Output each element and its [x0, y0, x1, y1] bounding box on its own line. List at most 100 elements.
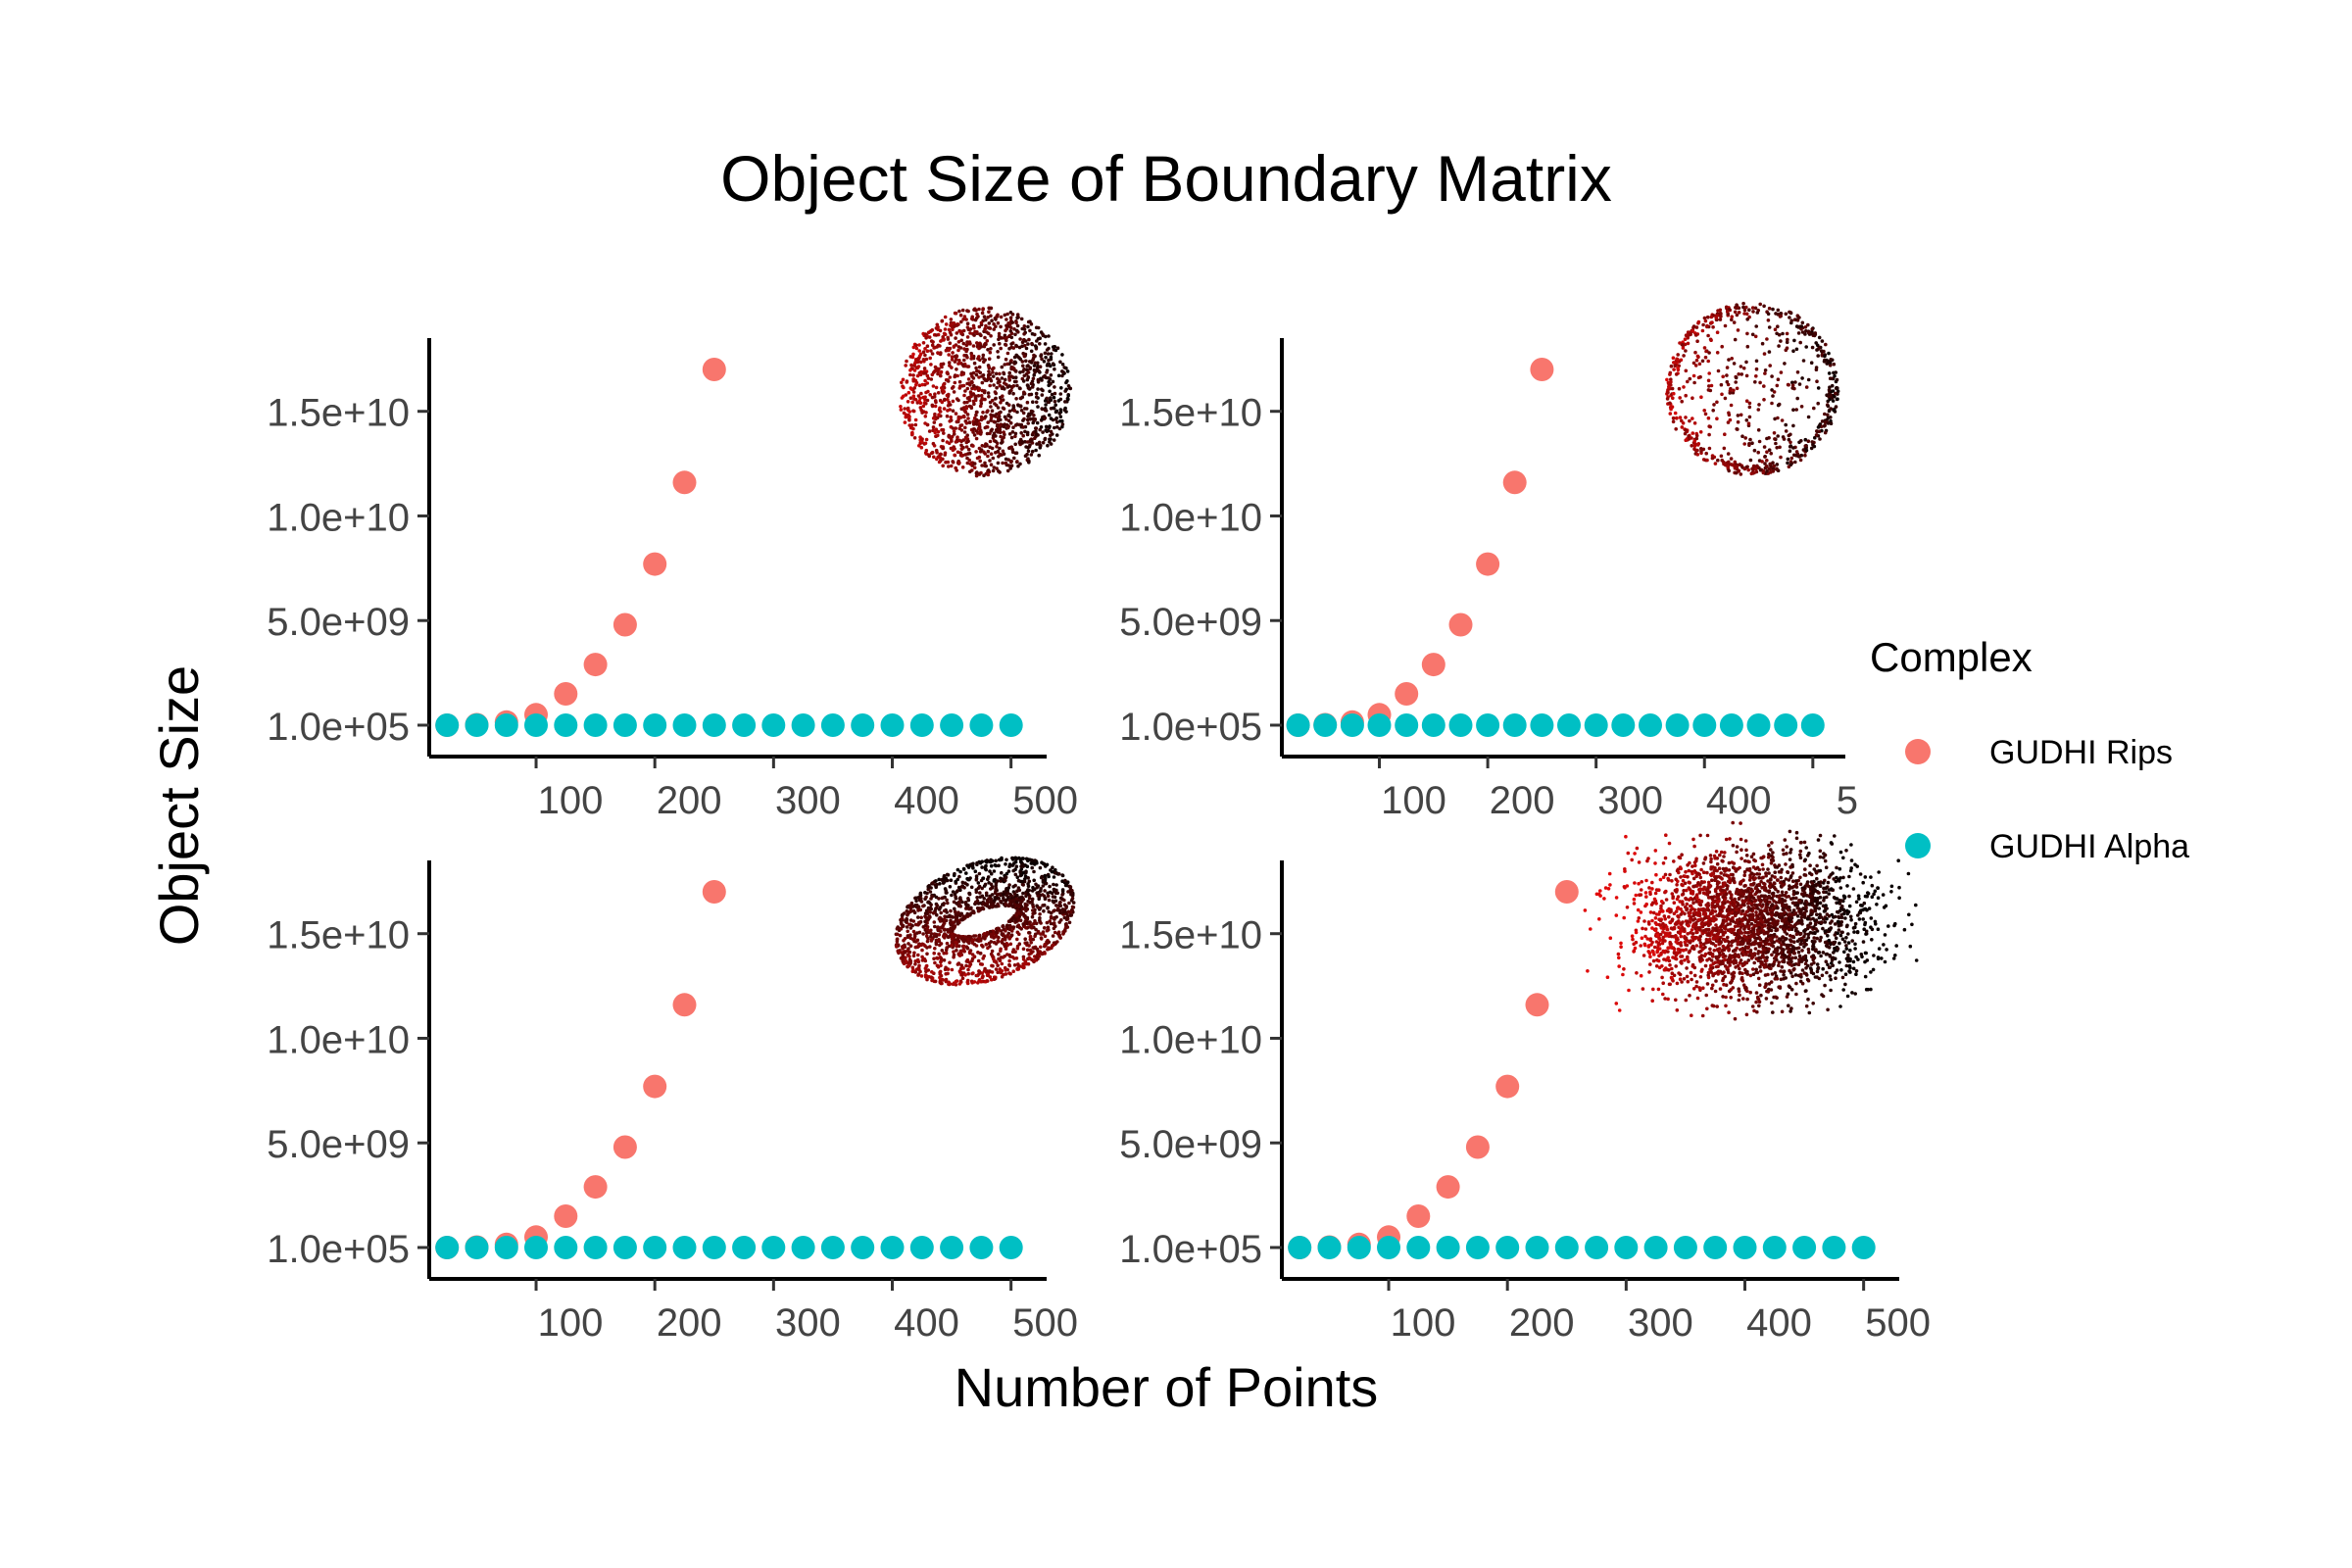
data-point-gudhi-rips [1436, 1175, 1460, 1200]
data-point-gudhi-alpha [1395, 713, 1419, 737]
data-point-gudhi-alpha [612, 1236, 637, 1259]
data-point-gudhi-alpha [643, 1236, 667, 1259]
legend: Complex GUDHI Rips GUDHI Alpha [1870, 634, 2189, 865]
x-tick-label: 200 [657, 1301, 722, 1345]
data-point-gudhi-alpha [999, 1236, 1023, 1259]
facet-panel-sphere-sparse: 1.0e+05 5.0e+09 1.0e+10 1.5e+10 100 200 300 400… [1119, 301, 1858, 822]
data-point-gudhi-alpha [1774, 713, 1798, 737]
data-point-gudhi-rips [672, 470, 697, 495]
data-point-gudhi-alpha [1584, 713, 1608, 737]
data-point-gudhi-alpha [999, 713, 1023, 737]
y-tick-label: 1.0e+10 [1119, 1018, 1262, 1061]
data-point-gudhi-alpha [702, 1236, 726, 1259]
data-point-gudhi-alpha [1502, 713, 1527, 737]
data-point-gudhi-alpha [1733, 1236, 1757, 1259]
data-point-gudhi-alpha [791, 1236, 815, 1259]
data-point-gudhi-alpha [880, 713, 905, 737]
data-point-gudhi-alpha [612, 713, 637, 737]
x-tick-label: 5 [1837, 779, 1858, 822]
data-point-gudhi-alpha [761, 1236, 786, 1259]
data-point-gudhi-rips [672, 993, 697, 1017]
y-tick-label: 1.5e+10 [1119, 392, 1262, 435]
data-point-gudhi-rips [554, 1204, 578, 1228]
data-point-gudhi-alpha [820, 1236, 845, 1259]
data-point-gudhi-alpha [465, 1236, 489, 1259]
data-point-gudhi-alpha [494, 713, 518, 737]
legend-title: Complex [1870, 634, 2033, 680]
data-point-gudhi-alpha [524, 1236, 548, 1259]
y-axis-title: Object Size [148, 665, 210, 946]
y-tick-label: 1.0e+05 [267, 1228, 410, 1271]
x-tick-label: 200 [657, 779, 722, 822]
data-point-gudhi-alpha [583, 713, 608, 737]
y-tick-label: 5.0e+09 [1119, 601, 1262, 644]
y-tick-label: 1.0e+05 [1119, 706, 1262, 749]
data-point-gudhi-alpha [1822, 1236, 1846, 1259]
data-point-gudhi-rips [1406, 1204, 1431, 1228]
data-point-gudhi-alpha [1448, 713, 1473, 737]
data-point-gudhi-alpha [1746, 713, 1771, 737]
data-point-gudhi-alpha [1800, 713, 1825, 737]
data-point-gudhi-alpha [1557, 713, 1581, 737]
data-point-gudhi-alpha [494, 1236, 518, 1259]
point-cloud-inset-sphere [899, 306, 1073, 478]
data-point-gudhi-rips [1465, 1135, 1490, 1159]
data-point-gudhi-alpha [1476, 713, 1500, 737]
data-point-gudhi-rips [643, 552, 667, 576]
data-point-gudhi-alpha [732, 713, 757, 737]
y-tick-label: 5.0e+09 [267, 1123, 410, 1166]
data-point-gudhi-rips [643, 1074, 667, 1099]
point-cloud-inset-torus [894, 856, 1076, 987]
data-point-gudhi-alpha [1692, 713, 1717, 737]
data-point-gudhi-alpha [761, 713, 786, 737]
data-point-gudhi-alpha [1436, 1236, 1460, 1259]
data-point-gudhi-rips [1395, 682, 1419, 706]
data-point-gudhi-alpha [672, 1236, 697, 1259]
data-point-gudhi-alpha [1347, 1236, 1371, 1259]
data-point-gudhi-alpha [672, 713, 697, 737]
data-point-gudhi-alpha [1762, 1236, 1787, 1259]
data-point-gudhi-rips [1502, 470, 1527, 495]
data-point-gudhi-alpha [1792, 1236, 1817, 1259]
data-point-gudhi-alpha [702, 713, 726, 737]
data-point-gudhi-alpha [880, 1236, 905, 1259]
data-point-gudhi-alpha [1665, 713, 1690, 737]
data-point-gudhi-rips [1554, 880, 1579, 904]
data-point-gudhi-alpha [1639, 713, 1662, 737]
x-tick-label: 200 [1490, 779, 1555, 822]
data-point-gudhi-rips [583, 653, 608, 677]
data-point-gudhi-alpha [1286, 713, 1310, 737]
data-point-gudhi-alpha [1585, 1236, 1609, 1259]
data-point-gudhi-alpha [1614, 1236, 1639, 1259]
data-point-gudhi-rips [1421, 653, 1446, 677]
data-point-gudhi-alpha [1525, 1236, 1549, 1259]
y-tick-label: 1.0e+05 [1119, 1228, 1262, 1271]
data-point-gudhi-alpha [1719, 713, 1743, 737]
data-point-gudhi-rips [1476, 552, 1500, 576]
data-point-gudhi-alpha [969, 1236, 994, 1259]
y-tick-label: 5.0e+09 [267, 601, 410, 644]
data-point-gudhi-alpha [1851, 1236, 1876, 1259]
data-point-gudhi-alpha [1495, 1236, 1520, 1259]
y-tick-label: 1.5e+10 [267, 914, 410, 957]
data-point-gudhi-alpha [583, 1236, 608, 1259]
x-tick-label: 100 [538, 1301, 604, 1345]
data-point-gudhi-rips [612, 1135, 637, 1159]
data-point-gudhi-rips [1448, 612, 1473, 637]
data-point-gudhi-alpha [940, 713, 964, 737]
point-cloud-inset-cloud [1583, 820, 1919, 1021]
data-point-gudhi-alpha [791, 713, 815, 737]
data-point-gudhi-alpha [909, 713, 934, 737]
data-point-gudhi-alpha [465, 713, 489, 737]
x-tick-label: 300 [775, 1301, 841, 1345]
legend-label-gudhi-alpha: GUDHI Alpha [1989, 828, 2189, 865]
x-tick-label: 500 [1865, 1301, 1931, 1345]
data-point-gudhi-alpha [820, 713, 845, 737]
data-point-gudhi-alpha [1554, 1236, 1579, 1259]
data-point-gudhi-alpha [851, 1236, 875, 1259]
x-tick-label: 200 [1509, 1301, 1575, 1345]
y-tick-label: 1.0e+05 [267, 706, 410, 749]
y-tick-label: 1.5e+10 [267, 392, 410, 435]
x-tick-label: 400 [894, 779, 959, 822]
data-point-gudhi-alpha [1317, 1236, 1342, 1259]
